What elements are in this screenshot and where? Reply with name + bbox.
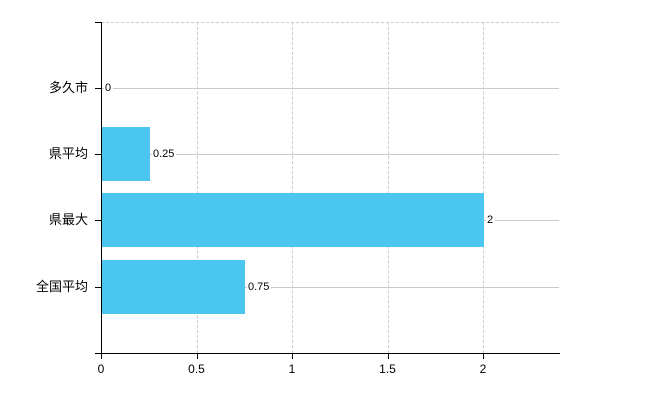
- bar-value-label: 0: [104, 81, 114, 95]
- x-gridline: [387, 22, 389, 353]
- y-axis-tick: [95, 220, 101, 221]
- bar-県最大[interactable]: [102, 193, 484, 247]
- y-axis-tick: [95, 88, 101, 89]
- category-gridline: [101, 287, 559, 288]
- y-axis-tick: [95, 154, 101, 155]
- category-gridline: [101, 88, 559, 89]
- bar-value-label: 0.25: [152, 147, 177, 161]
- x-axis-tick-label: 1.5: [379, 362, 396, 376]
- y-axis-line: [101, 22, 102, 353]
- category-label: 多久市: [48, 80, 88, 95]
- x-axis-tick: [483, 353, 484, 359]
- x-axis-tick: [387, 353, 389, 359]
- x-axis-tick: [101, 353, 102, 359]
- x-gridline: [196, 22, 198, 353]
- x-axis-tick-label: 2: [479, 362, 487, 376]
- x-axis-tick: [196, 353, 198, 359]
- bar-全国平均[interactable]: [102, 260, 245, 314]
- category-label: 全国平均: [35, 279, 88, 294]
- x-axis-line: [95, 353, 560, 354]
- x-axis-tick: [292, 353, 293, 359]
- y-axis-tick: [95, 287, 101, 288]
- category-label: 県最大: [48, 212, 88, 227]
- category-label: 県平均: [48, 146, 88, 161]
- x-axis-tick-label: 0: [97, 362, 105, 376]
- bar-value-label: 0.75: [247, 280, 272, 294]
- x-gridline: [292, 22, 293, 353]
- plot-top-border: [101, 22, 559, 23]
- y-axis-top-cap: [95, 22, 101, 23]
- x-axis-tick-label: 1: [288, 362, 296, 376]
- bar-value-label: 2: [486, 213, 496, 227]
- x-axis-tick-label: 0.5: [188, 362, 205, 376]
- category-gridline: [101, 154, 559, 155]
- bar-県平均[interactable]: [102, 127, 150, 181]
- x-gridline: [483, 22, 484, 353]
